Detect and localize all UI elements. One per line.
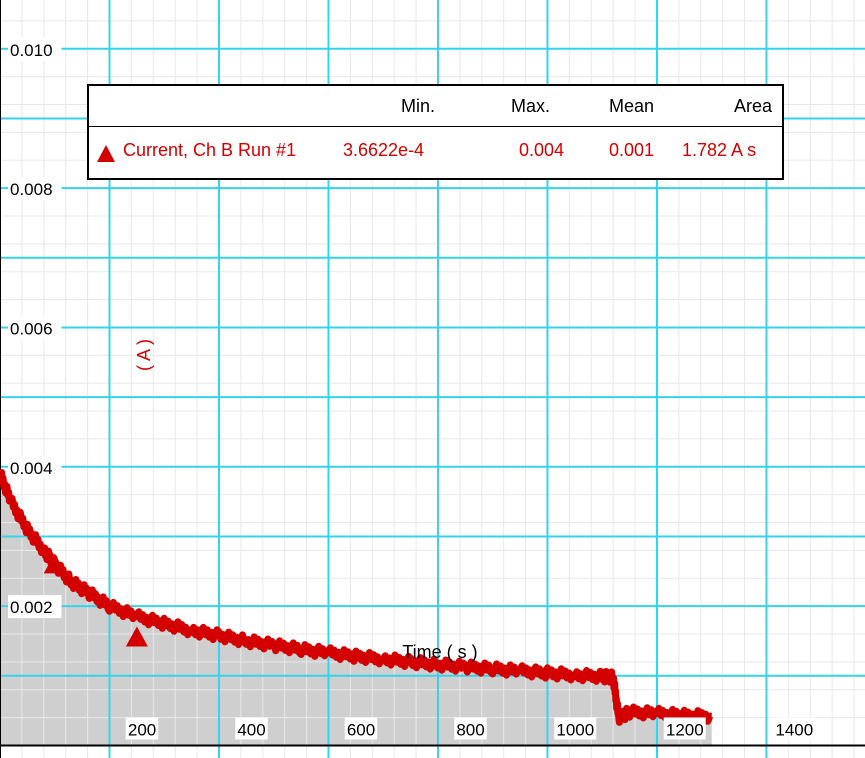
y-tick-label-bg [8,177,62,201]
y-tick-label-bg [8,316,62,340]
x-tick-label-bg [554,717,597,740]
x-tick-label: 800 [456,720,484,739]
x-tick-label: 400 [237,720,265,739]
x-tick-label: 200 [128,720,156,739]
stats-header-max: Max. [511,96,551,116]
x-tick-label: 1200 [666,720,704,739]
stats-value-area: 1.782 A s [682,140,757,160]
y-tick-label: 0.002 [10,598,53,617]
stats-header-min: Min. [401,96,436,116]
y-tick-label-bg [8,595,62,619]
x-tick-label: 600 [347,720,375,739]
stats-value-min: 3.6622e-4 [343,140,425,160]
tick-labels: 200 400 600 800 1000 1200 1400 0.002 0.004 0.006 0… [8,37,816,740]
y-tick-label: 0.008 [10,180,53,199]
x-tick-label: 1000 [556,720,594,739]
y-tick-label: 0.004 [10,459,53,478]
series-markers [43,553,148,647]
triangle-marker-icon [97,145,115,162]
x-tick-label-bg [663,717,706,740]
stats-header-mean: Mean [609,96,655,116]
x-tick-label-bg [773,717,816,740]
x-tick-label-bg [344,717,378,740]
triangle-marker [43,553,66,574]
stats-header-row: Min. Max. Mean Area [89,88,782,124]
stats-series-label: Current, Ch B Run #1 [123,140,297,160]
series-current-ch-b-run-1 [0,469,714,726]
x-axis-title: Time ( s ) [402,642,477,662]
x-tick-label-bg [454,717,487,740]
y-tick-label: 0.010 [10,41,53,60]
y-tick-label-bg [8,37,62,61]
stats-header-area: Area [734,96,773,116]
triangle-marker [125,626,148,647]
statistics-legend-box: Min. Max. Mean Area Current, Ch B Run #1… [87,84,784,180]
stats-divider [89,126,782,127]
stats-data-row: Current, Ch B Run #1 3.6622e-4 0.004 0.0… [89,132,782,168]
stats-value-max: 0.004 [519,140,565,160]
x-tick-label: 1400 [775,720,813,739]
series-line [0,469,714,726]
y-axis-title: ( A ) [134,339,154,371]
x-tick-label-bg [125,717,159,740]
y-tick-label-bg [8,455,62,479]
y-tick-label: 0.006 [10,319,53,338]
stats-value-mean: 0.001 [609,140,655,160]
x-tick-label-bg [235,717,268,740]
